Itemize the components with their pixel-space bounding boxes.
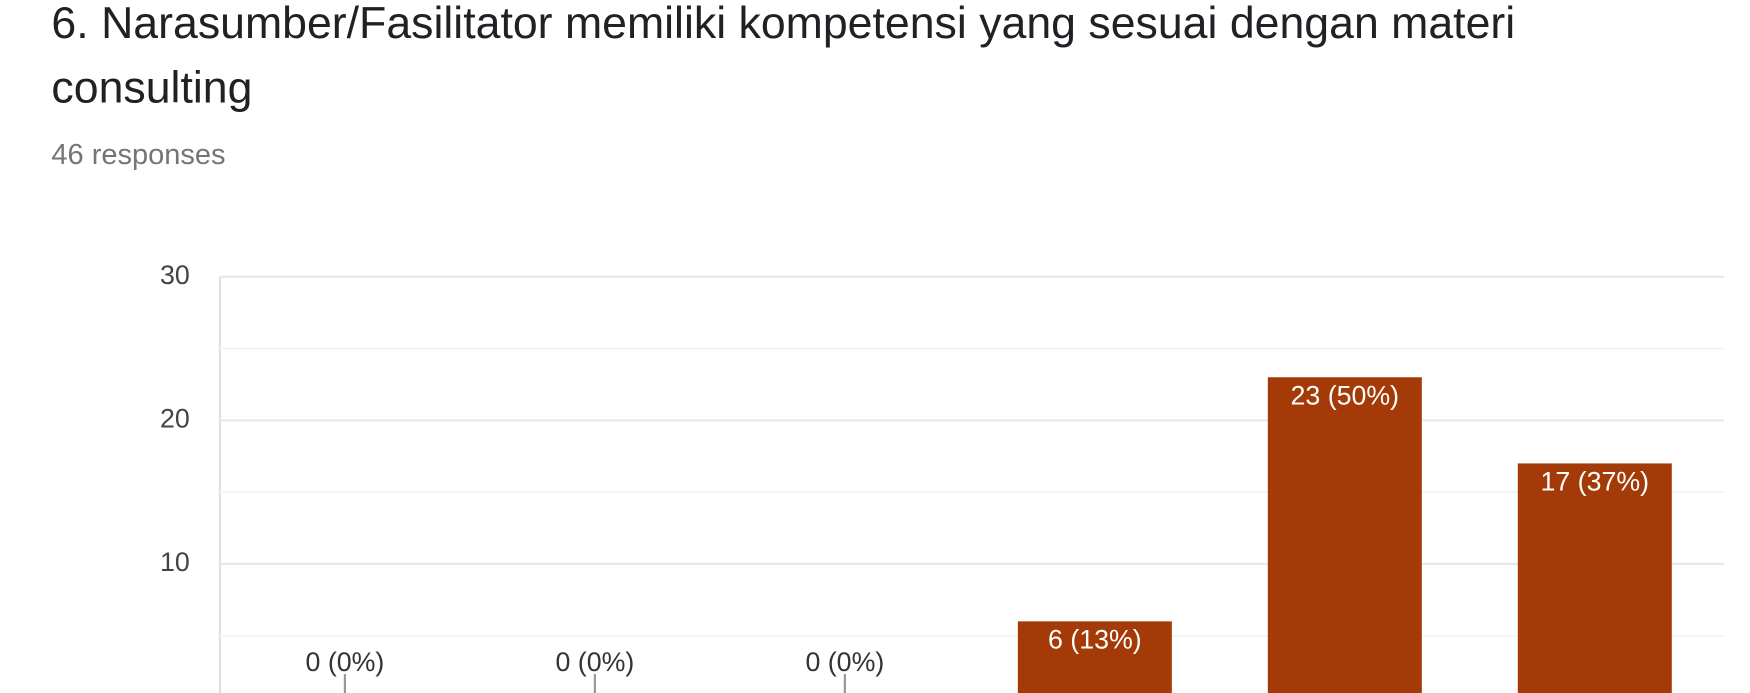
- bar: [1017, 621, 1172, 693]
- value-label: 0 (0%): [555, 647, 634, 677]
- value-label: 17 (37%): [1540, 467, 1649, 497]
- bar: [1267, 377, 1422, 693]
- chart-title: 6. Narasumber/Fasilitator memiliki kompe…: [51, 0, 1516, 113]
- value-label: 6 (13%): [1048, 625, 1142, 655]
- title-box: 6. Narasumber/Fasilitator memiliki kompe…: [51, 0, 1516, 113]
- bar: [1517, 463, 1672, 693]
- chart-subtitle: 46 responses: [51, 139, 225, 171]
- value-label: 0 (0%): [306, 647, 385, 677]
- value-label: 0 (0%): [805, 647, 884, 677]
- y-tick-label: 30: [160, 260, 190, 290]
- y-tick-label: 10: [160, 547, 190, 577]
- y-tick-label: 20: [160, 403, 190, 433]
- value-label: 23 (50%): [1291, 380, 1400, 410]
